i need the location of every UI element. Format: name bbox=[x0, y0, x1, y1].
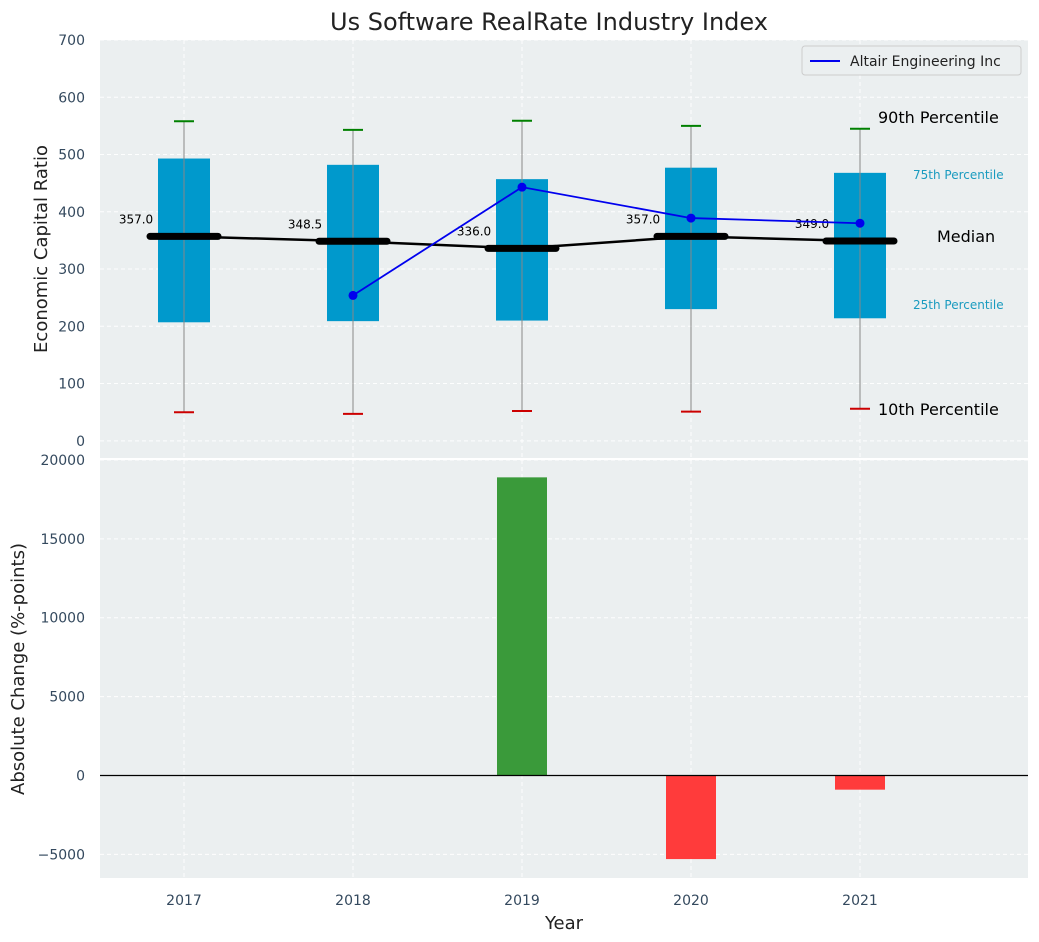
percentile-annotations: 90th Percentile 75th Percentile Median 2… bbox=[878, 108, 1004, 419]
x-axis-title: Year bbox=[544, 913, 584, 934]
legend: Altair Engineering Inc bbox=[801, 45, 1022, 76]
x-tick-label-2021: 2021 bbox=[842, 893, 878, 909]
bottom-y-tick-label: 5000 bbox=[49, 690, 85, 706]
company-point-2021 bbox=[855, 218, 865, 228]
company-point-2018 bbox=[348, 290, 358, 300]
top-y-tick-label: 100 bbox=[58, 377, 85, 393]
median-value-label: 357.0 bbox=[119, 212, 153, 226]
bottom-y-tick-label: 20000 bbox=[40, 453, 85, 469]
top-y-ticks: 0 100 200 300 400 500 600 700 bbox=[58, 33, 85, 450]
median-value-label: 348.5 bbox=[288, 217, 322, 231]
change-bars-group bbox=[100, 477, 1028, 860]
bottom-y-tick-label: 10000 bbox=[40, 611, 85, 627]
company-point-2019 bbox=[517, 182, 527, 192]
bottom-y-axis-title: Absolute Change (%-points) bbox=[8, 543, 29, 795]
median-value-label: 336.0 bbox=[457, 224, 491, 238]
annotation-25th-percentile: 25th Percentile bbox=[913, 298, 1004, 312]
company-point-2020 bbox=[686, 213, 696, 223]
bottom-y-tick-label: −5000 bbox=[38, 847, 85, 863]
bottom-y-tick-label: 15000 bbox=[40, 532, 85, 548]
x-tick-label-2018: 2018 bbox=[335, 893, 371, 909]
annotation-90th-percentile: 90th Percentile bbox=[878, 108, 999, 127]
bottom-y-tick-label: 0 bbox=[76, 768, 85, 784]
median-value-label: 357.0 bbox=[626, 212, 660, 226]
x-tick-label-2019: 2019 bbox=[504, 893, 540, 909]
annotation-median: Median bbox=[937, 227, 995, 246]
median-value-label: 349.0 bbox=[795, 217, 829, 231]
x-tick-label-2020: 2020 bbox=[673, 893, 709, 909]
bottom-y-ticks: −5000 0 5000 10000 15000 20000 bbox=[38, 453, 85, 863]
top-grid bbox=[100, 39, 1028, 458]
legend-label: Altair Engineering Inc bbox=[850, 54, 1001, 70]
x-ticks: 2017 2018 2019 2020 2021 bbox=[166, 893, 878, 909]
top-y-tick-label: 400 bbox=[58, 205, 85, 221]
top-y-tick-label: 600 bbox=[58, 90, 85, 106]
change-bar-2020 bbox=[666, 775, 716, 860]
chart-title: Us Software RealRate Industry Index bbox=[330, 8, 768, 36]
top-y-tick-label: 500 bbox=[58, 148, 85, 164]
median-trend-line bbox=[183, 235, 894, 250]
top-panel-background bbox=[100, 40, 1028, 458]
company-line bbox=[352, 186, 861, 297]
change-bar-2021 bbox=[835, 775, 885, 790]
top-y-tick-label: 200 bbox=[58, 319, 85, 335]
top-y-tick-label: 0 bbox=[76, 434, 85, 450]
top-y-axis-title: Economic Capital Ratio bbox=[31, 145, 52, 353]
top-y-tick-label: 700 bbox=[58, 33, 85, 49]
annotation-75th-percentile: 75th Percentile bbox=[913, 168, 1004, 182]
median-line-group bbox=[183, 235, 894, 250]
company-series-group bbox=[348, 182, 865, 300]
change-bar-2019 bbox=[497, 477, 547, 776]
bottom-panel-background bbox=[100, 460, 1028, 878]
annotation-10th-percentile: 10th Percentile bbox=[878, 400, 999, 419]
x-tick-label-2017: 2017 bbox=[166, 893, 202, 909]
top-y-tick-label: 300 bbox=[58, 262, 85, 278]
legend-box bbox=[801, 45, 1022, 76]
